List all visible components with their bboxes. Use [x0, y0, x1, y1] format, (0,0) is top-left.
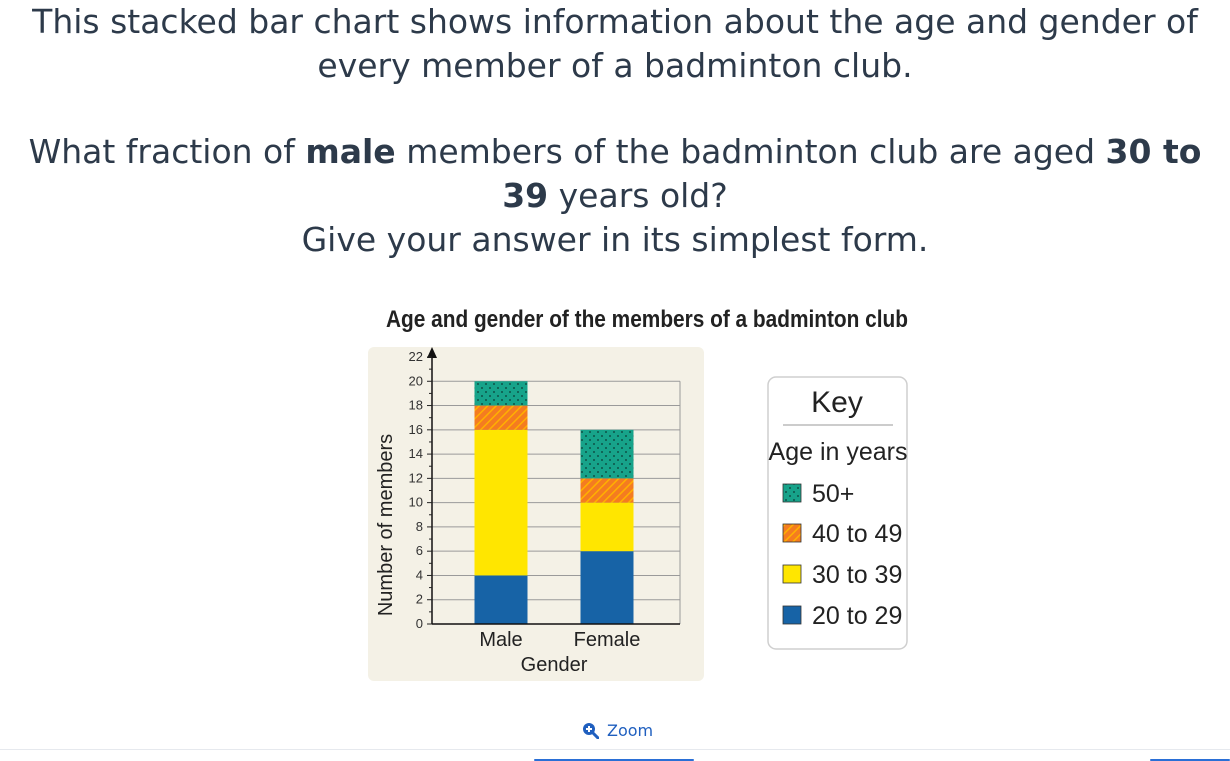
y-tick-label-22: 22 [409, 349, 423, 364]
bar-male-30-to-39 [474, 429, 528, 576]
legend-subtitle: Age in years [769, 438, 908, 466]
legend-swatch-20-to-29 [782, 605, 802, 625]
bold-age-range-a: 30 to [1105, 132, 1202, 171]
footer-button-edge-left [534, 759, 694, 761]
question-intro: This stacked bar chart shows information… [0, 0, 1230, 88]
footer-button-edge-right [1150, 759, 1230, 761]
y-axis-label: Number of members [375, 434, 397, 616]
bold-male: male [305, 132, 396, 171]
question-prompt-line3: Give your answer in its simplest form. [301, 220, 929, 259]
y-tick-label-10: 10 [409, 495, 423, 510]
legend-title: Key [811, 386, 863, 419]
bar-male-50- [474, 381, 528, 406]
stacked-bar-chart: Age and gender of the members of a badmi… [368, 306, 908, 681]
question-intro-line1: This stacked bar chart shows information… [32, 2, 1198, 41]
x-axis-label: Gender [521, 654, 588, 676]
zoom-label: Zoom [607, 721, 654, 740]
y-tick-label-2: 2 [416, 592, 423, 607]
question-prompt: What fraction of male members of the bad… [0, 130, 1230, 262]
y-tick-label-8: 8 [416, 519, 423, 534]
y-tick-label-14: 14 [409, 446, 423, 461]
y-tick-label-16: 16 [409, 422, 423, 437]
legend-label-50-: 50+ [812, 480, 854, 508]
bar-female-40-to-49 [580, 478, 634, 503]
y-tick-labels: 0 2 4 6 8 10 12 14 16 18 20 22 [409, 349, 432, 631]
question-prompt-line2: 39 years old? [502, 176, 728, 215]
chart-title: Age and gender of the members of a badmi… [386, 306, 908, 333]
y-tick-label-4: 4 [416, 567, 423, 582]
bars [474, 381, 634, 624]
bar-female-20-to-29 [580, 551, 634, 624]
legend-swatch-50- [782, 483, 802, 503]
gridlines [432, 380, 681, 624]
x-category-label-male: Male [479, 629, 522, 651]
question-prompt-line1: What fraction of male members of the bad… [28, 132, 1202, 171]
y-tick-label-18: 18 [409, 398, 423, 413]
y-axis-arrow [427, 347, 437, 358]
question-intro-line2: every member of a badminton club. [317, 46, 913, 85]
legend-label-30-to-39: 30 to 39 [812, 561, 902, 589]
y-tick-label-0: 0 [416, 616, 423, 631]
legend-swatch-40-to-49 [782, 523, 802, 543]
legend-label-40-to-49: 40 to 49 [812, 520, 902, 548]
x-category-labels: Male Female [479, 629, 640, 651]
zoom-in-icon [582, 722, 599, 739]
bar-male-40-to-49 [474, 405, 528, 430]
zoom-button[interactable]: Zoom [582, 721, 653, 740]
x-category-label-female: Female [574, 629, 641, 651]
legend-box [767, 376, 908, 650]
bold-age-range-b: 39 [502, 176, 549, 215]
y-tick-label-6: 6 [416, 543, 423, 558]
footer-divider [0, 749, 1230, 750]
bar-female-50- [580, 429, 634, 479]
legend-swatch-30-to-39 [782, 564, 802, 584]
legend-label-20-to-29: 20 to 29 [812, 602, 902, 630]
legend: Key Age in years 50+ 40 to 49 30 to 39 20 t… [767, 376, 908, 650]
axes [427, 347, 680, 625]
bar-male-20-to-29 [474, 575, 528, 624]
y-tick-label-20: 20 [409, 373, 423, 388]
y-tick-label-12: 12 [409, 470, 423, 485]
bar-female-30-to-39 [580, 502, 634, 552]
